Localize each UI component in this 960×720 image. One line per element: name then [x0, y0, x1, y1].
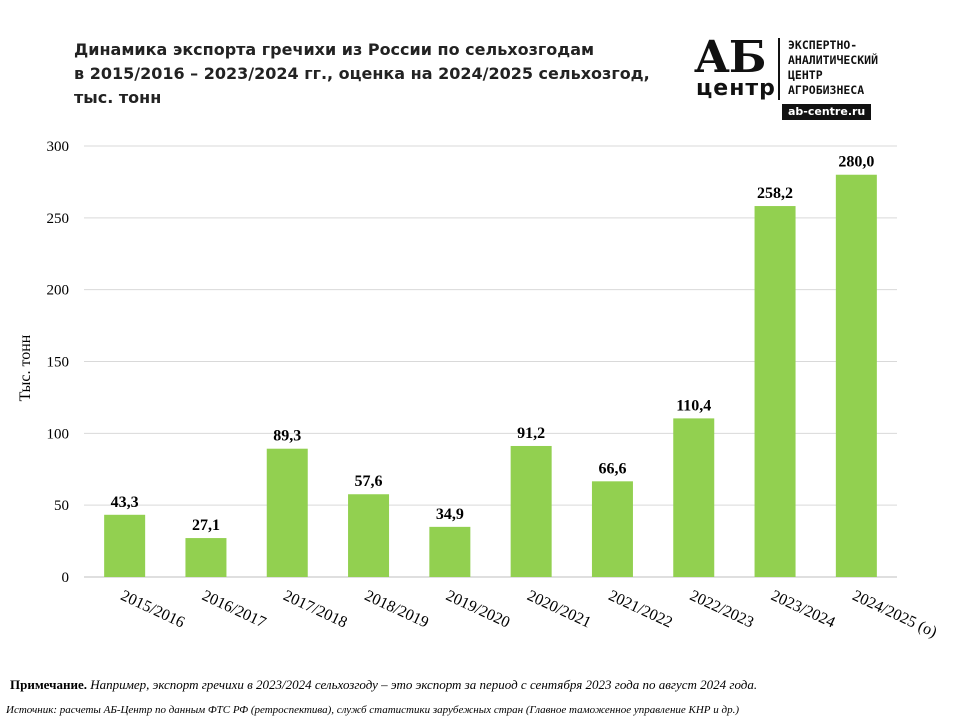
y-tick-label: 100 — [47, 426, 70, 442]
footnote: Примечание. Например, экспорт гречихи в … — [10, 677, 757, 693]
logo-text-line-3: ЦЕНТР — [788, 68, 823, 82]
data-label: 66,6 — [598, 460, 626, 477]
data-label: 57,6 — [355, 473, 383, 490]
footnote-label: Примечание. — [10, 677, 87, 692]
y-tick-label: 250 — [47, 211, 70, 227]
y-tick-label: 200 — [47, 283, 70, 299]
title-line-1: Динамика экспорта гречихи из России по с… — [74, 40, 595, 59]
y-tick-label: 300 — [47, 139, 70, 155]
x-tick-label: 2015/2016 — [118, 587, 187, 631]
logo-text-line-4: АГРОБИЗНЕСА — [788, 83, 865, 97]
source-note: Источник: расчеты АБ-Центр по данным ФТС… — [6, 704, 739, 716]
bar-2015-2016 — [104, 514, 146, 577]
title-line-2: в 2015/2016 – 2023/2024 гг., оценка на 2… — [74, 64, 650, 83]
logo-text-line-2: АНАЛИТИЧЕСКИЙ — [788, 53, 879, 67]
data-label: 43,3 — [111, 494, 139, 511]
bar-2023-2024 — [754, 206, 796, 577]
bar-2017-2018 — [266, 448, 308, 577]
data-labels: 43,3 27,1 89,3 57,6 34,9 91,2 66,6 110,4 258,2 28… — [111, 154, 875, 534]
y-tick-label: 150 — [47, 355, 70, 371]
logo-text: ЭКСПЕРТНО- АНАЛИТИЧЕСКИЙ ЦЕНТР АГРОБИЗНЕ… — [788, 38, 878, 98]
bar-chart: 0 50 100 150 200 250 300 43,3 27,1 89,3 57,6 34,9 9… — [17, 139, 939, 641]
y-axis-title: Тыс. тонн — [17, 334, 34, 401]
data-label: 91,2 — [517, 425, 545, 442]
bar-2018-2019 — [348, 494, 390, 577]
x-tick-label: 2020/2021 — [524, 587, 593, 631]
logo-mark-bottom: центр — [696, 76, 776, 101]
y-tick-label: 50 — [54, 498, 69, 514]
x-tick-label: 2023/2024 — [768, 587, 837, 631]
bar-2016-2017 — [185, 538, 227, 577]
footnote-text: Например, экспорт гречихи в 2023/2024 се… — [86, 677, 758, 692]
bar-2019-2020 — [429, 526, 471, 577]
data-label: 89,3 — [273, 428, 301, 445]
x-tick-label: 2018/2019 — [362, 587, 431, 631]
title-line-3: тыс. тонн — [74, 88, 162, 107]
data-label: 27,1 — [192, 517, 220, 534]
bars — [104, 174, 877, 577]
x-tick-label: 2017/2018 — [281, 587, 350, 631]
y-tick-label: 0 — [62, 570, 70, 586]
logo-divider — [778, 38, 780, 100]
chart-title: Динамика экспорта гречихи из России по с… — [74, 38, 674, 110]
ab-centre-logo: АБ центр ЭКСПЕРТНО- АНАЛИТИЧЕСКИЙ ЦЕНТР … — [692, 36, 932, 122]
bar-2020-2021 — [510, 445, 552, 577]
logo-site: ab-centre.ru — [782, 104, 872, 120]
bar-2022-2023 — [673, 418, 715, 577]
data-label: 110,4 — [676, 397, 711, 414]
x-tick-label: 2024/2025 (о) — [850, 587, 940, 641]
x-tick-label: 2021/2022 — [606, 587, 675, 631]
y-axis-ticks: 0 50 100 150 200 250 300 — [47, 139, 70, 586]
data-label: 258,2 — [757, 185, 793, 202]
x-tick-label: 2016/2017 — [199, 587, 268, 631]
x-tick-label: 2019/2020 — [443, 587, 512, 631]
data-label: 280,0 — [838, 154, 874, 171]
data-label: 34,9 — [436, 506, 464, 523]
logo-mark-top: АБ — [694, 32, 766, 83]
bar-2024-2025- — [835, 174, 877, 577]
bar-2021-2022 — [591, 481, 633, 577]
x-tick-label: 2022/2023 — [687, 587, 756, 631]
x-axis-ticks: 2015/2016 2016/2017 2017/2018 2018/2019 2019… — [118, 587, 939, 641]
logo-text-line-1: ЭКСПЕРТНО- — [788, 38, 858, 52]
